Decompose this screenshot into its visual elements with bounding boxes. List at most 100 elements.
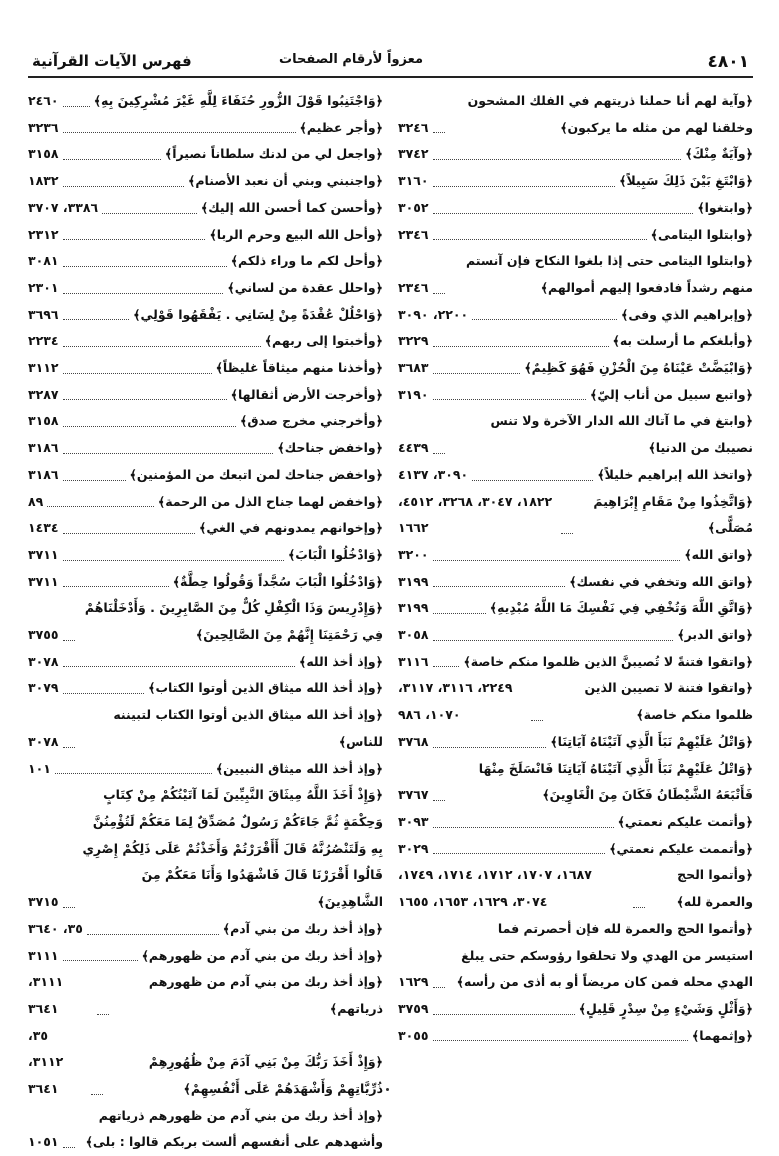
- index-entry: ﴿وَإِذْ أَخَذَ رَبُّكَ مِنْ بَنِي آدَمَ …: [28, 1023, 383, 1103]
- verse-text: ﴿وآيَةٌ مِنْكَ﴾: [685, 146, 753, 162]
- page-references: ٣٠٥٢: [398, 199, 429, 215]
- dot-leader: [62, 265, 227, 267]
- dot-leader: [472, 319, 617, 321]
- verse-text: ﴿وَادْخُلُوا الْبَابَ سُجَّداً وَقُولُوا…: [172, 573, 383, 589]
- dot-leader: [62, 105, 90, 107]
- index-entry: ﴿وَاتْلُ عَلَيْهِمْ نَبَأَ الَّذِي آتَيْ…: [398, 756, 753, 809]
- page-references: ٣١٩٠: [398, 386, 429, 402]
- dot-leader: [432, 239, 647, 241]
- verse-text: ﴿وأخبتوا إلى ربهم﴾: [264, 333, 383, 349]
- dot-leader: [632, 906, 645, 908]
- verse-text: ﴿وإذ أخذ ربك من بني آدم من ظهورهم﴾: [141, 947, 383, 963]
- page-references: ٣٧١٥: [28, 894, 59, 910]
- verse-text: ﴿واتق الله وتخفي في نفسك﴾: [569, 573, 753, 589]
- page-references: ٣١١١، ٣٦٤١: [28, 974, 64, 1016]
- index-entry: ﴿وإبراهيم الذي وفى﴾ ٢٢٠٠، ٣٠٩٠: [398, 302, 753, 329]
- verse-text: ﴿واتق الدبر﴾: [677, 627, 753, 643]
- dot-leader: [432, 346, 609, 348]
- dot-leader: [432, 986, 445, 988]
- index-entry: ﴿واخفض لهما جناح الذل من الرحمة﴾ ٨٩: [28, 489, 383, 516]
- verse-text: ﴿وَإِدْرِيسَ وَذَا الْكِفْلِ كُلٌّ مِنَ …: [84, 600, 383, 643]
- dot-leader: [432, 185, 616, 187]
- index-entry: ﴿وَادْخُلُوا الْبَابَ سُجَّداً وَقُولُوا…: [28, 569, 383, 596]
- index-entry: ﴿وَابْتَغِ بَيْنَ ذَلِكَ سَبِيلاً﴾ ٣١٦٠: [398, 168, 753, 195]
- verse-text: ﴿وإذ أخذ الله ميثاق الذين أوتوا الكتاب﴾: [148, 680, 383, 696]
- index-entry: ﴿وأحل لكم ما وراء ذلكم﴾ ٣٠٨١: [28, 248, 383, 275]
- verse-text: ﴿واتقوا فتنة لا تصيبن الذين ظلموا منكم خ…: [584, 680, 753, 723]
- verse-text: ﴿وأحل الله البيع وحرم الربا﴾: [209, 226, 383, 242]
- index-entry: ﴿وَإِذْ أَخَذَ اللَّهُ مِيثَاقَ النَّبِي…: [28, 782, 383, 916]
- index-entry: ﴿وأحسن كما أحسن الله إليك﴾ ٣٣٨٦، ٣٧٠٧: [28, 195, 383, 222]
- verse-text: ﴿واحلل عقدة من لساني﴾: [227, 279, 383, 295]
- verse-text: ﴿واجعل لي من لدنك سلطاناً نصيراً﴾: [164, 146, 383, 162]
- dot-leader: [432, 399, 587, 401]
- index-entry: ﴿واتخذ الله إبراهيم خليلاً﴾ ٣٠٩٠، ٤١٣٧: [398, 462, 753, 489]
- index-entry: ﴿وَاحْلُلْ عُقْدَةً مِنْ لِسَانِي . يَفْ…: [28, 302, 383, 329]
- page-references: ٤٤٣٩: [398, 440, 429, 456]
- right-column: ﴿وآية لهم أنا حملنا ذريتهم في الفلك المش…: [398, 88, 753, 1049]
- dot-leader: [62, 372, 212, 374]
- index-entry: ﴿واتقوا فتنة لا تصيبن الذين ظلموا منكم خ…: [398, 675, 753, 728]
- verse-text: ﴿وأتموا الحج والعمرة لله فإن أحصرتم فما …: [456, 920, 753, 990]
- dot-leader: [62, 132, 296, 134]
- page-references: ١٦٢٩: [398, 974, 429, 990]
- header-subtitle: معزواً لأرقام الصفحات: [279, 52, 423, 67]
- dot-leader: [472, 479, 594, 481]
- dot-leader: [62, 1147, 75, 1149]
- verse-text: ﴿وإثمهما﴾: [691, 1027, 753, 1043]
- index-entry: ﴿وآيَةٌ مِنْكَ﴾ ٣٧٤٢: [398, 141, 753, 168]
- index-entry: ﴿وَاتْلُ عَلَيْهِمْ نَبَأَ الَّذِي آتَيْ…: [398, 729, 753, 756]
- index-entry: ﴿واجعل لي من لدنك سلطاناً نصيراً﴾ ٣١٥٨: [28, 141, 383, 168]
- index-entry: ﴿واتق الله وتخفي في نفسك﴾ ٣١٩٩: [398, 569, 753, 596]
- verse-text: ﴿وابتلوا اليتامى﴾: [650, 226, 753, 242]
- verse-text: ﴿وآية لهم أنا حملنا ذريتهم في الفلك المش…: [467, 93, 753, 135]
- verse-text: ﴿وابتغ في ما آتاك الله الدار الآخرة ولا …: [490, 413, 753, 456]
- verse-text: ﴿وأحسن كما أحسن الله إليك﴾: [200, 199, 383, 215]
- verse-text: ﴿وَابْتَغِ بَيْنَ ذَلِكَ سَبِيلاً﴾: [619, 173, 753, 189]
- page-references: ٣٢٤٦: [398, 119, 429, 135]
- page-references: ٣٠٢٩: [398, 840, 429, 856]
- page-references: ٣١١٢: [28, 360, 59, 376]
- dot-leader: [432, 586, 566, 588]
- dot-leader: [432, 132, 445, 134]
- page-references: ١٨٢٢، ٣٠٤٧، ٣٢٦٨، ٤٥١٢، ١٦٦٢: [398, 493, 553, 536]
- index-entry: ﴿وأتموا الحج والعمرة لله﴾ ١٦٨٧، ١٧٠٧، ١٧١…: [398, 862, 753, 915]
- verse-text: ﴿وإذ أخذ الله﴾: [299, 653, 383, 669]
- dot-leader: [62, 159, 161, 161]
- index-entry: ﴿وأخذنا منهم ميثاقاً غليظاً﴾ ٣١١٢: [28, 355, 383, 382]
- verse-text: ﴿واخفض لهما جناح الذل من الرحمة﴾: [157, 493, 383, 509]
- verse-text: ﴿وإخوانهم يمدونهم في الغي﴾: [199, 520, 383, 536]
- verse-text: ﴿وإذ أخذ ربك من بني آدم من ظهورهم ذرياته…: [148, 974, 383, 1016]
- verse-text: ﴿وإذ أخذ الله ميثاق النبيين﴾: [215, 760, 383, 776]
- index-entry: ﴿وَاتَّخِذُوا مِنْ مَقَامِ إِبْرَاهِيمَ …: [398, 489, 753, 542]
- left-column: ﴿وَاجْتَنِبُوا قَوْلَ الزُّورِ حُنَفَاءَ…: [28, 88, 383, 1156]
- page-references: ٣٠٧٩: [28, 680, 59, 696]
- dot-leader: [432, 372, 521, 374]
- page-references: ٢٣٤٦: [398, 226, 429, 242]
- index-entry: ﴿وَاتَّقِ اللَّهَ وَتُخْفِي فِي نَفْسِكَ…: [398, 595, 753, 622]
- verse-text: ﴿وابتغوا﴾: [697, 199, 753, 215]
- verse-text: ﴿وإذ أخذ ربك من بني آدم من ظهورهم ذرياته…: [85, 1107, 383, 1150]
- verse-text: ﴿وأتموا الحج والعمرة لله﴾: [676, 867, 753, 910]
- verse-text: ﴿وأخرجت الأرض أثقالها﴾: [230, 386, 383, 402]
- page-references: ٣٧٦٨: [398, 733, 429, 749]
- verse-text: ﴿وأخذنا منهم ميثاقاً غليظاً﴾: [215, 360, 383, 376]
- index-entry: ﴿وابتغوا﴾ ٣٠٥٢: [398, 195, 753, 222]
- page-references: ١٨٣٢: [28, 173, 59, 189]
- index-entry: ﴿وإذ أخذ الله ميثاق الذين أوتوا الكتاب﴾ ٣…: [28, 675, 383, 702]
- verse-text: ﴿وأتمت عليكم نعمتي﴾: [617, 813, 753, 829]
- page-body: {"header": {"page_number": "٤٨٠١", "subt…: [28, 52, 753, 1150]
- page-references: ٣٥، ٣١١٢، ٣٦٤١: [28, 1027, 64, 1097]
- index-entry: ﴿واتقوا فتنةً لا تُصيبنَّ الذين ظلموا من…: [398, 649, 753, 676]
- index-entry: ﴿وإثمهما﴾ ٣٠٥٥: [398, 1023, 753, 1050]
- page-references: ٢٣٤٦: [398, 279, 429, 295]
- dot-leader: [62, 559, 284, 561]
- page-references: ٢٢٠٠، ٣٠٩٠: [398, 306, 469, 322]
- dot-leader: [432, 159, 682, 161]
- index-entry: ﴿وأجر عظيم﴾ ٣٢٣٦: [28, 115, 383, 142]
- dot-leader: [432, 212, 694, 214]
- page-references: ٣٠٧٨: [28, 653, 59, 669]
- index-entry: ﴿وَاجْتَنِبُوا قَوْلَ الزُّورِ حُنَفَاءَ…: [28, 88, 383, 115]
- dot-leader: [102, 212, 197, 214]
- index-entry: ﴿واحلل عقدة من لساني﴾ ٢٣٠١: [28, 275, 383, 302]
